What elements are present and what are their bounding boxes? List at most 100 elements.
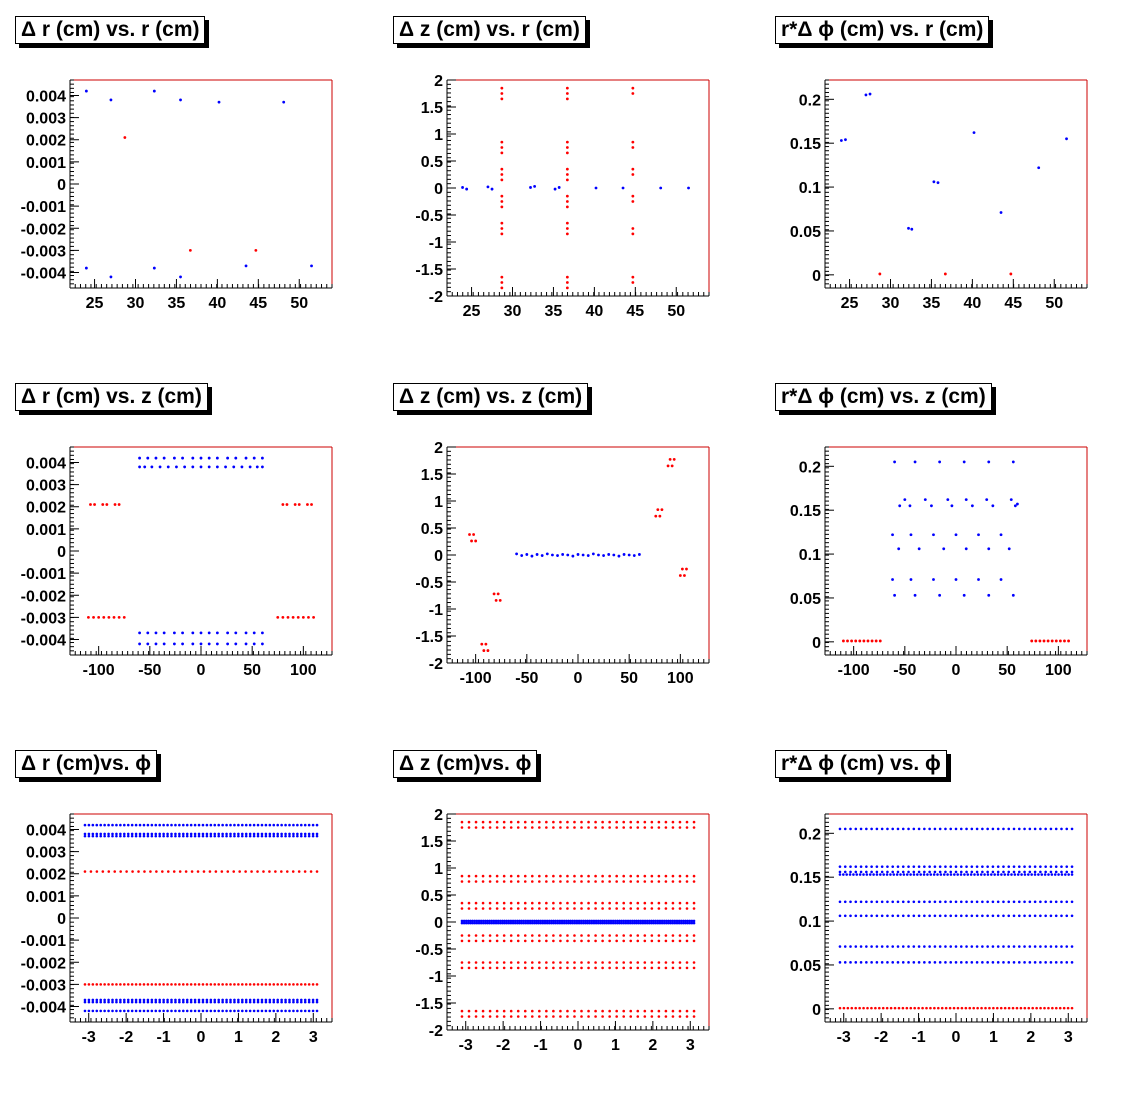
- data-point: [615, 961, 618, 964]
- data-point: [511, 919, 515, 923]
- data-point: [1039, 900, 1042, 904]
- data-point: [470, 539, 473, 543]
- data-point: [174, 834, 177, 838]
- data-point: [965, 914, 968, 918]
- data-point: [154, 631, 158, 635]
- data-point: [970, 870, 974, 874]
- x-tick-label: 0: [574, 670, 583, 687]
- data-point: [288, 823, 291, 827]
- data-point: [496, 919, 500, 923]
- data-point: [628, 919, 632, 923]
- data-point: [172, 631, 176, 635]
- data-point: [956, 1006, 960, 1010]
- data-point: [667, 919, 670, 923]
- data-point: [297, 503, 301, 506]
- data-point: [516, 874, 520, 878]
- data-point: [608, 961, 611, 964]
- data-point: [862, 1006, 865, 1010]
- data-point: [516, 880, 520, 883]
- data-point: [896, 961, 900, 964]
- data-point: [191, 642, 195, 646]
- data-point: [213, 834, 217, 838]
- data-point: [310, 264, 313, 268]
- data-point: [182, 834, 185, 838]
- data-point: [107, 823, 110, 827]
- data-point: [692, 874, 696, 878]
- data-point: [154, 456, 158, 460]
- data-point: [571, 554, 575, 558]
- data-point: [490, 919, 494, 923]
- data-point: [311, 1009, 315, 1013]
- data-point: [1002, 900, 1005, 904]
- data-point: [217, 832, 220, 836]
- data-point: [215, 642, 219, 646]
- data-point: [1007, 827, 1011, 831]
- data-point: [474, 934, 478, 937]
- data-point: [896, 870, 900, 874]
- data-point: [932, 873, 936, 876]
- data-point: [1023, 870, 1026, 874]
- data-point: [580, 901, 583, 905]
- data-point: [580, 1009, 583, 1013]
- data-point: [189, 983, 193, 986]
- data-point: [895, 873, 899, 876]
- data-point: [166, 832, 169, 836]
- data-point: [1039, 945, 1042, 948]
- data-point: [468, 533, 471, 536]
- data-point: [654, 919, 658, 923]
- data-point: [530, 934, 534, 937]
- data-point: [650, 919, 653, 923]
- data-point: [567, 921, 570, 925]
- data-point: [503, 919, 506, 923]
- data-point: [1060, 900, 1063, 904]
- data-point: [692, 1009, 696, 1013]
- y-tick-label: 0.004: [26, 822, 66, 839]
- data-point: [622, 966, 626, 970]
- data-point: [292, 834, 295, 838]
- data-point: [559, 1015, 562, 1018]
- data-point: [622, 1015, 626, 1018]
- data-point: [89, 870, 93, 873]
- data-point: [306, 503, 309, 506]
- data-point: [268, 983, 272, 986]
- data-point: [996, 870, 1000, 874]
- data-point: [573, 919, 577, 923]
- data-point: [1002, 865, 1005, 868]
- y-tick-label: 0: [434, 181, 443, 198]
- data-point: [498, 919, 502, 923]
- data-point: [237, 998, 240, 1002]
- data-point: [948, 1006, 952, 1010]
- data-point: [535, 919, 538, 923]
- data-point: [488, 901, 492, 905]
- data-point: [650, 874, 654, 878]
- data-point: [83, 834, 87, 838]
- x-tick-label: -1: [156, 1029, 170, 1046]
- data-point: [897, 547, 901, 551]
- x-tick-label: -3: [459, 1037, 473, 1054]
- plot-area: -3 -2 -1 0 1 2 321.510.50-0.5-1-1.5-2: [415, 807, 710, 1054]
- data-point: [865, 961, 868, 964]
- data-point: [970, 827, 974, 831]
- data-point: [671, 907, 675, 910]
- data-point: [664, 901, 668, 905]
- data-point: [891, 827, 895, 831]
- data-point: [137, 870, 140, 873]
- data-point: [154, 1009, 158, 1013]
- data-point: [130, 983, 134, 986]
- data-point: [481, 907, 485, 910]
- data-point: [311, 823, 315, 827]
- data-point: [1065, 865, 1069, 868]
- data-point: [1054, 945, 1058, 948]
- data-point: [111, 983, 114, 986]
- data-point: [1060, 865, 1063, 868]
- data-point: [905, 1006, 909, 1010]
- data-point: [559, 901, 562, 905]
- data-point: [244, 983, 248, 986]
- data-point: [1003, 873, 1007, 876]
- data-point: [209, 983, 213, 986]
- data-point: [1070, 945, 1074, 948]
- data-point: [987, 593, 991, 597]
- data-point: [498, 921, 502, 925]
- data-point: [896, 945, 900, 948]
- data-point: [571, 921, 574, 925]
